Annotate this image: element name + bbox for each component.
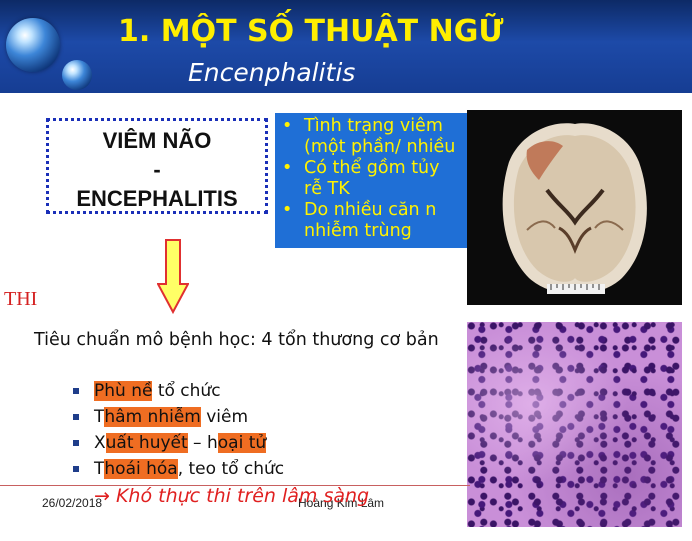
list-item: Phù nề tổ chức bbox=[72, 378, 284, 404]
bullet-continuation: nhiễm trùng bbox=[304, 221, 412, 241]
highlight: uất huyết bbox=[105, 433, 188, 453]
slide-subtitle: Encenphalitis bbox=[188, 58, 356, 87]
term-dash: - bbox=[153, 157, 161, 182]
conclusion-text: → Khó thực thi trên lâm sàng bbox=[94, 485, 370, 507]
criteria-text: Tiêu chuẩn mô bệnh học: 4 tổn thương cơ … bbox=[34, 330, 439, 350]
term-box: VIÊM NÃO - ENCEPHALITIS bbox=[46, 118, 268, 214]
footer-divider bbox=[0, 485, 470, 486]
criteria-list: Phù nề tổ chức Thâm nhiễm viêm Xuất huyế… bbox=[72, 378, 284, 482]
brain-illustration bbox=[467, 110, 682, 305]
highlight: oại tử bbox=[217, 433, 267, 453]
bullet-item: Có thể gồm tủy bbox=[282, 158, 455, 179]
bullet-item: Do nhiều căn n bbox=[282, 200, 455, 221]
down-arrow-icon bbox=[157, 239, 189, 314]
histology-image bbox=[467, 322, 682, 527]
highlight: Phù nề bbox=[94, 381, 153, 401]
bullet-item: Tình trạng viêm bbox=[282, 116, 455, 137]
bullet-continuation: (một phần/ nhiều bbox=[304, 137, 456, 157]
term-english: ENCEPHALITIS bbox=[76, 186, 238, 211]
list-item: Thoái hóa, teo tổ chức bbox=[72, 456, 284, 482]
globe-icon bbox=[6, 18, 60, 72]
side-label: THI bbox=[4, 288, 38, 310]
small-globe-icon bbox=[62, 60, 92, 90]
highlight: hoái hóa bbox=[104, 459, 178, 479]
definition-bullets: Tình trạng viêm (một phần/ nhiều Có thể … bbox=[282, 116, 455, 242]
bullet-continuation: rễ TK bbox=[304, 179, 350, 199]
list-item: Xuất huyết – hoại tử bbox=[72, 430, 284, 456]
slide-title: 1. MỘT SỐ THUẬT NGỮ bbox=[118, 14, 504, 49]
footer-date: 26/02/2018 bbox=[42, 496, 103, 510]
term-vietnamese: VIÊM NÃO bbox=[102, 128, 212, 153]
footer-author: Hoàng Kim Lâm bbox=[298, 496, 385, 510]
highlight: hâm nhiễm bbox=[104, 407, 201, 427]
list-item: Thâm nhiễm viêm bbox=[72, 404, 284, 430]
slide-header: 1. MỘT SỐ THUẬT NGỮ Encenphalitis bbox=[0, 0, 692, 93]
brain-section-photo bbox=[467, 110, 682, 305]
